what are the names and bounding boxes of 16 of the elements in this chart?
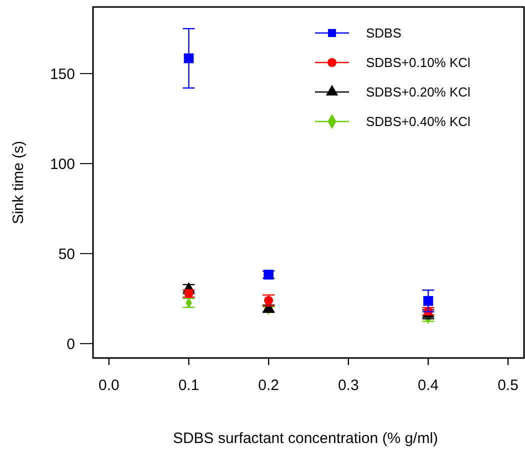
legend-label: SDBS+0.40% KCl — [366, 114, 471, 130]
y-axis-title: Sink time (s) — [10, 140, 27, 224]
x-tick-label: 0.5 — [498, 377, 518, 394]
x-tick-label: 0.0 — [98, 377, 120, 394]
x-tick-label: 0.2 — [258, 377, 280, 394]
legend-label: SDBS+0.10% KCl — [366, 55, 471, 70]
y-tick-label: 100 — [50, 156, 75, 173]
legend-label: SDBS+0.20% KCl — [366, 84, 471, 100]
x-tick-label: 0.4 — [418, 377, 439, 394]
x-tick-label: 0.1 — [178, 377, 200, 394]
x-tick-label: 0.3 — [338, 377, 359, 394]
y-tick-label: 0 — [66, 336, 75, 353]
y-tick-label: 50 — [58, 246, 75, 263]
y-tick-label: 150 — [50, 66, 75, 83]
x-axis-title: SDBS surfactant concentration (% g/ml) — [172, 430, 438, 447]
legend-label: SDBS — [366, 26, 402, 41]
